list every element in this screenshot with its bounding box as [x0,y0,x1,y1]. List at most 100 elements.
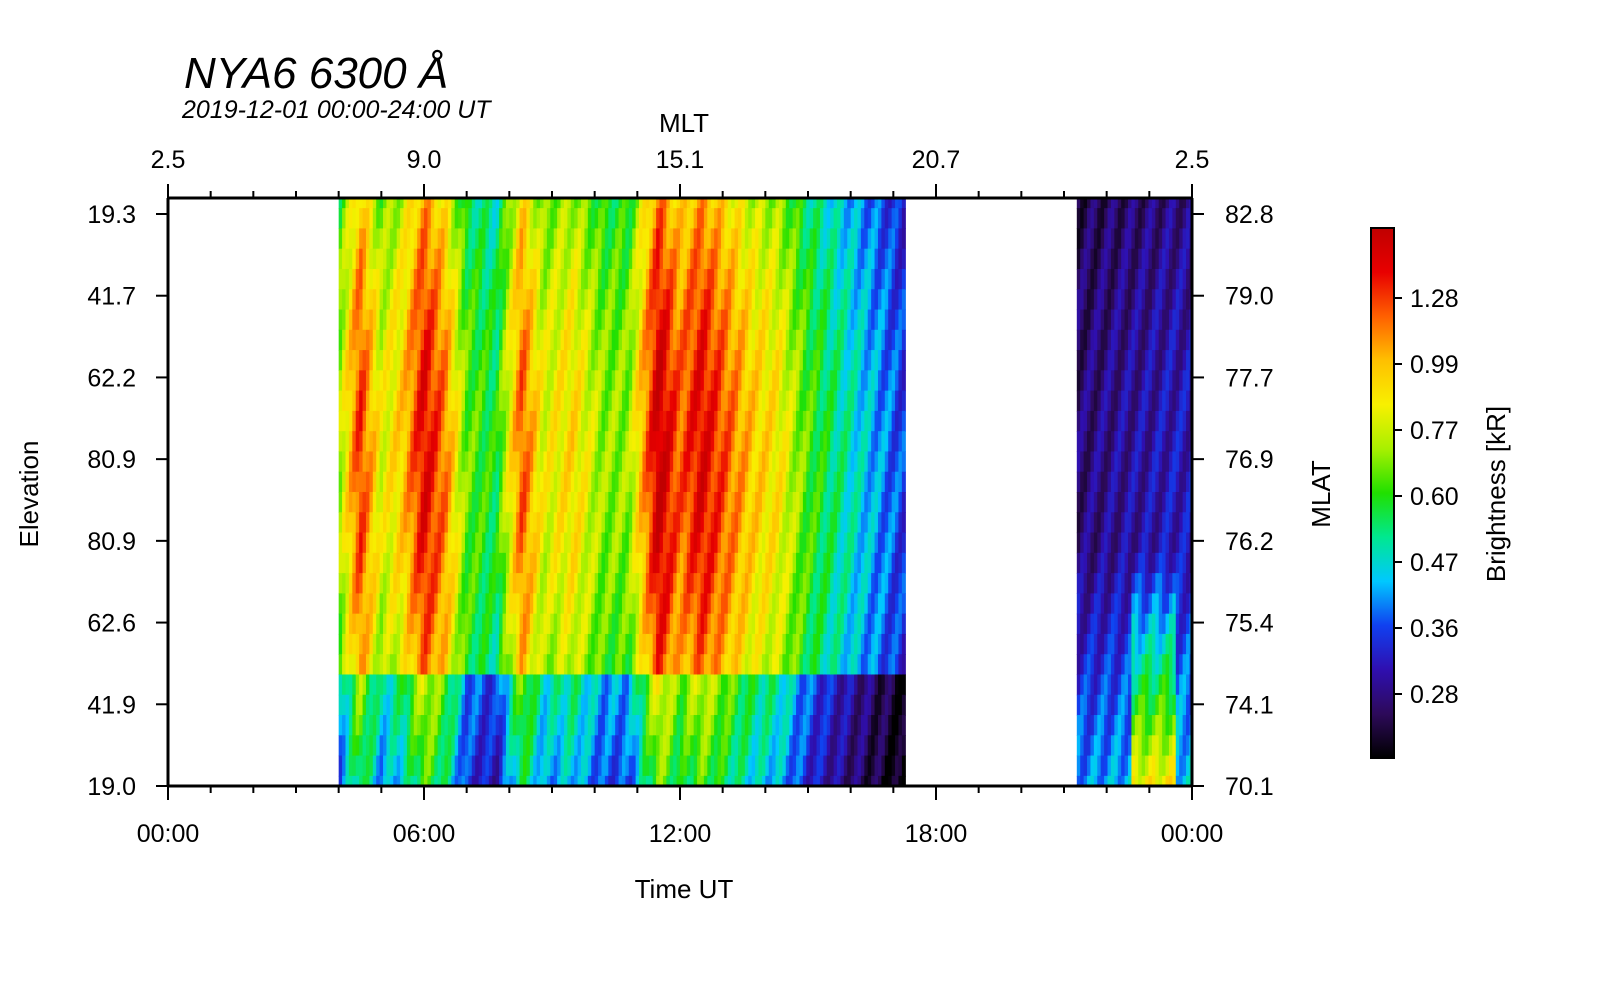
heatmap-cell [543,492,548,513]
heatmap-cell [857,471,862,493]
heatmap-cell [372,208,377,230]
heatmap-cell [594,370,599,392]
heatmap-cell [427,735,432,757]
heatmap-cell [400,309,405,331]
heatmap-plot [338,198,1192,786]
heatmap-cell [355,715,360,736]
heatmap-cell [451,451,456,473]
heatmap-cell [529,431,534,453]
heatmap-cell [533,674,538,696]
heatmap-cell [901,370,906,392]
heatmap-cell [553,208,558,230]
heatmap-cell [686,573,691,594]
heatmap-cell [717,198,722,209]
heatmap-cell [877,573,882,594]
heatmap-cell [778,248,783,270]
heatmap-cell [802,512,807,534]
heatmap-cell [860,694,865,716]
heatmap-cell [656,613,661,635]
heatmap-cell [434,654,439,676]
heatmap-cell [621,350,626,371]
heatmap-cell [830,410,835,432]
heatmap-cell [355,654,360,676]
heatmap-cell [372,198,377,209]
heatmap-cell [765,512,770,534]
heatmap-cell [727,735,732,757]
heatmap-cell [427,198,432,209]
heatmap-cell [782,248,787,270]
heatmap-cell [365,613,370,635]
heatmap-cell [478,198,483,209]
heatmap-cell [751,309,756,331]
heatmap-cell [430,410,435,432]
heatmap-cell [546,512,551,534]
heatmap-cell [560,370,565,392]
heatmap-cell [628,755,633,777]
heatmap-cell [417,289,422,311]
heatmap-cell [683,329,688,351]
heatmap-cell [659,471,664,493]
heatmap-cell [441,370,446,392]
heatmap-cell [461,309,466,331]
heatmap-cell [799,390,804,412]
heatmap-cell [553,451,558,473]
heatmap-cell [618,552,623,574]
heatmap-cell [680,208,685,230]
heatmap-cell [697,329,702,351]
heatmap-cell [649,350,654,371]
heatmap-cell [888,370,893,392]
heatmap-cell [652,633,657,655]
heatmap-cell [615,451,620,473]
heatmap-cell [625,674,630,696]
heatmap-cell [802,593,807,615]
heatmap-cell [543,329,548,351]
heatmap-cell [608,309,613,331]
heatmap-cell [338,775,343,786]
heatmap-cell [574,633,579,655]
heatmap-cell [707,775,712,786]
heatmap-cell [840,431,845,453]
heatmap-cell [516,228,521,250]
heatmap-cell [581,390,586,412]
heatmap-cell [389,593,394,615]
heatmap-cell [707,309,712,331]
heatmap-cell [697,228,702,250]
heatmap-cell [888,633,893,655]
heatmap-cell [492,431,497,453]
heatmap-cell [482,370,487,392]
heatmap-cell [734,471,739,493]
heatmap-cell [813,775,818,786]
heatmap-cell [352,694,357,716]
heatmap-cell [662,512,667,534]
heatmap-cell [512,755,517,777]
heatmap-cell [785,593,790,615]
heatmap-cell [492,248,497,270]
heatmap-cell [683,755,688,777]
heatmap-cell [813,471,818,493]
heatmap-cell [604,198,609,209]
heatmap-cell [881,268,886,290]
heatmap-cell [772,350,777,371]
heatmap-cell [389,350,394,371]
heatmap-cell [751,370,756,392]
heatmap-cell [884,633,889,655]
heatmap-cell [567,350,572,371]
heatmap-cell [430,613,435,635]
heatmap-cell [662,309,667,331]
heatmap-cell [891,694,896,716]
heatmap-cell [871,268,876,290]
heatmap-cell [765,552,770,574]
heatmap-cell [420,694,425,716]
heatmap-cell [618,248,623,270]
heatmap-cell [522,198,527,209]
heatmap-cell [540,755,545,777]
heatmap-cell [768,715,773,736]
heatmap-cell [649,471,654,493]
heatmap-cell [717,654,722,676]
heatmap-cell [567,593,572,615]
heatmap-cell [734,350,739,371]
heatmap-cell [461,410,466,432]
heatmap-cell [540,532,545,554]
heatmap-cell [625,735,630,757]
heatmap-cell [816,755,821,777]
